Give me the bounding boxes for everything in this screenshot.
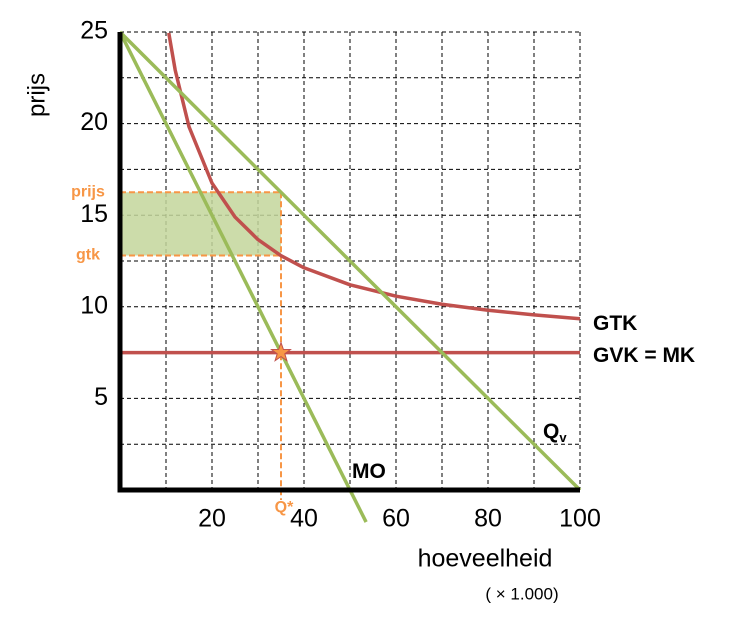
series-line bbox=[118, 30, 582, 492]
q-label: Q* bbox=[275, 499, 294, 516]
series-line bbox=[118, 31, 368, 523]
y-tick-label: 20 bbox=[80, 108, 108, 136]
y-tick-label: 15 bbox=[80, 200, 108, 228]
series-name: MO bbox=[352, 460, 386, 483]
y-tick-label: 25 bbox=[80, 17, 108, 45]
series-subscript: v bbox=[559, 430, 567, 445]
series-label: Qv bbox=[543, 420, 567, 446]
series-label: MO bbox=[352, 460, 386, 483]
y-tick-label: 5 bbox=[94, 383, 108, 411]
gtk-label: gtk bbox=[76, 247, 100, 264]
y-tick-label: 10 bbox=[80, 291, 108, 319]
x-axis-label: hoeveelheid bbox=[418, 545, 553, 573]
series-name: GTK bbox=[593, 312, 637, 335]
y-axis-label: prijs bbox=[23, 73, 50, 117]
series-name: GVK = MK bbox=[593, 344, 695, 367]
series-label: GTK bbox=[593, 312, 637, 335]
x-tick-label: 100 bbox=[559, 505, 601, 533]
x-unit-note: ( × 1.000) bbox=[485, 584, 558, 603]
optimum-star bbox=[270, 341, 292, 362]
series-name: Q bbox=[543, 420, 559, 443]
x-tick-label: 60 bbox=[382, 505, 410, 533]
series-label: GVK = MK bbox=[593, 344, 695, 367]
price-label: prijs bbox=[71, 184, 105, 201]
x-tick-label: 40 bbox=[290, 505, 318, 533]
x-tick-label: 80 bbox=[474, 505, 502, 533]
x-tick-label: 20 bbox=[198, 505, 226, 533]
profit-area bbox=[120, 192, 281, 256]
series-line bbox=[167, 32, 581, 321]
